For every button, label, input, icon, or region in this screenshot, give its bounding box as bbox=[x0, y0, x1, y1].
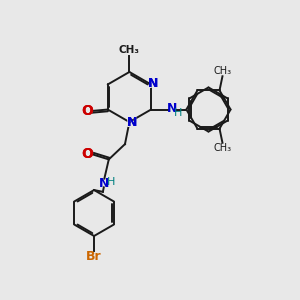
Text: N: N bbox=[148, 77, 159, 90]
Text: O: O bbox=[81, 146, 93, 161]
Text: N: N bbox=[148, 77, 159, 90]
Text: CH₃: CH₃ bbox=[213, 66, 232, 76]
Text: N: N bbox=[127, 116, 137, 129]
Text: N: N bbox=[148, 77, 159, 91]
Text: H: H bbox=[173, 108, 182, 118]
Text: O: O bbox=[81, 104, 93, 118]
Text: CH₃: CH₃ bbox=[213, 143, 232, 153]
Text: Br: Br bbox=[86, 250, 102, 262]
Text: N: N bbox=[126, 116, 138, 130]
Text: O: O bbox=[81, 146, 93, 161]
Text: O: O bbox=[81, 104, 93, 118]
Text: H: H bbox=[107, 176, 115, 187]
Text: N: N bbox=[127, 116, 137, 129]
Text: N: N bbox=[99, 177, 109, 190]
Text: O: O bbox=[81, 103, 93, 118]
Text: N: N bbox=[167, 102, 178, 115]
Text: O: O bbox=[81, 146, 93, 161]
Text: CH₃: CH₃ bbox=[119, 46, 140, 56]
